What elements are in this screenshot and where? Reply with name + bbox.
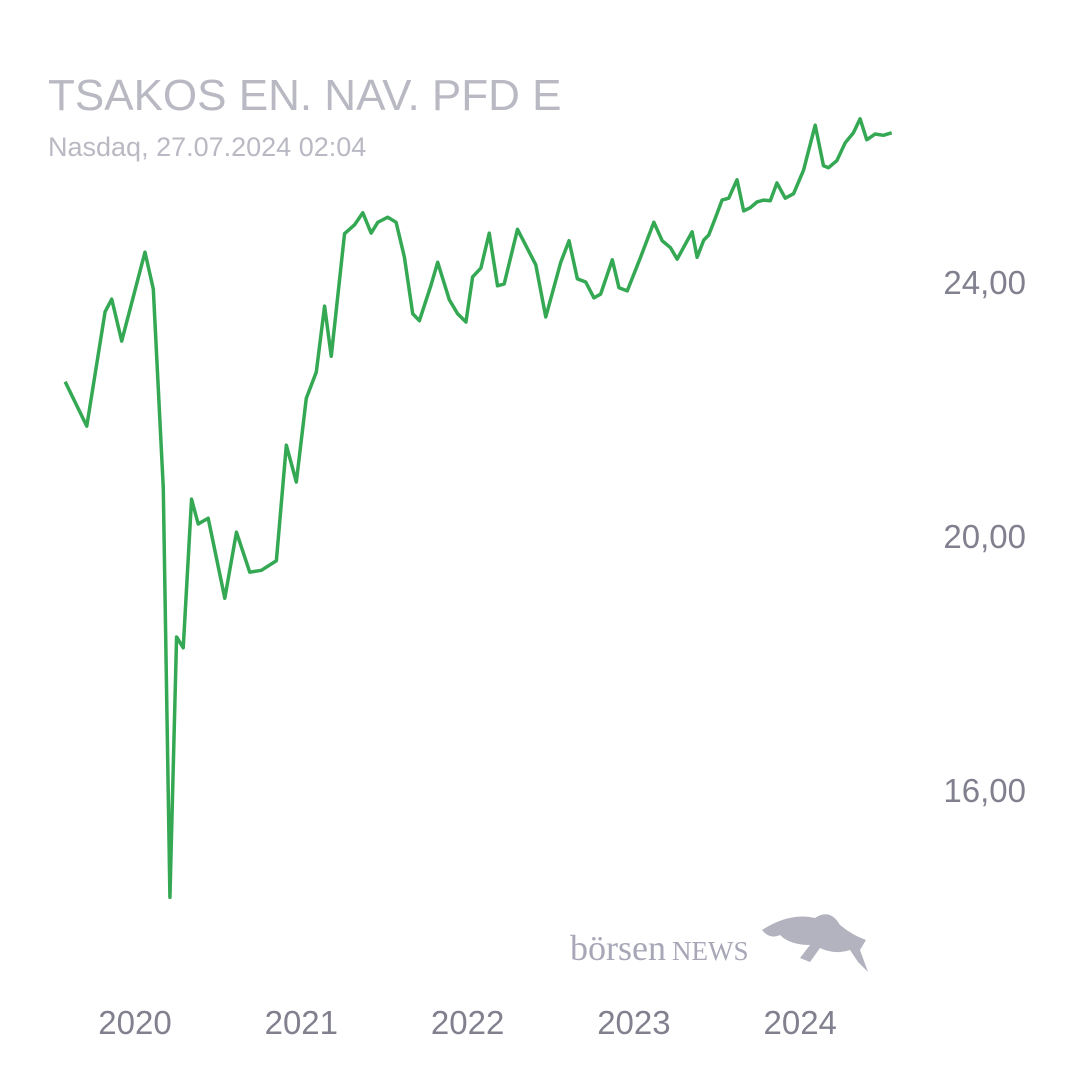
logo-text: NEWS	[672, 936, 749, 966]
x-tick-label: 2021	[265, 1004, 338, 1041]
y-tick-label: 24,00	[943, 264, 1026, 301]
x-tick-label: 2022	[431, 1004, 504, 1041]
logo-text: börsen	[570, 928, 666, 968]
x-tick-label: 2023	[597, 1004, 670, 1041]
x-tick-label: 2020	[98, 1004, 171, 1041]
price-line	[63, 117, 893, 900]
y-tick-label: 16,00	[943, 772, 1026, 809]
y-tick-label: 20,00	[943, 518, 1026, 555]
logo-bull	[762, 914, 868, 972]
watermark: börsen NEWS	[570, 914, 868, 972]
chart-subtitle: Nasdaq, 27.07.2024 02:04	[48, 132, 366, 162]
chart-title: TSAKOS EN. NAV. PFD E	[48, 71, 561, 120]
x-tick-label: 2024	[764, 1004, 837, 1041]
